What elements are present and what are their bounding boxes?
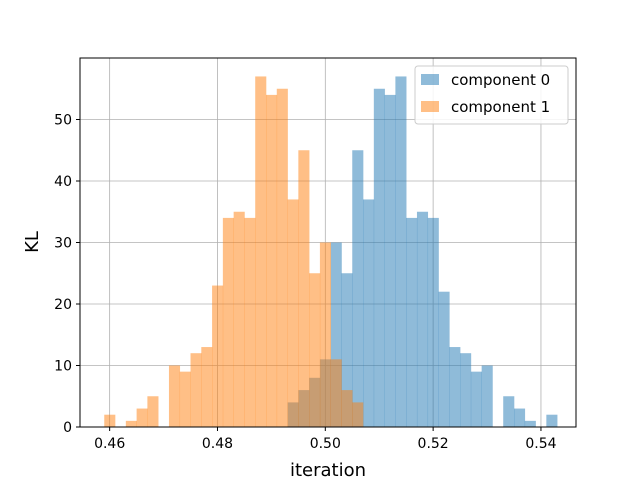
histogram-bar-component-1: [168, 365, 181, 427]
legend-swatch-component-0: [421, 74, 439, 85]
histogram-bar-component-1: [298, 150, 310, 427]
x-tick-label: 0.52: [418, 436, 449, 452]
histogram-bar-component-1: [233, 211, 245, 427]
histogram-bar-component-0: [481, 365, 493, 427]
legend: component 0 component 1: [414, 65, 569, 125]
histogram-bar-component-1: [319, 242, 331, 427]
histogram-bar-component-1: [147, 396, 159, 427]
histogram-bar-component-0: [395, 76, 407, 427]
histogram-bar-component-0: [341, 273, 353, 427]
axis-ticks: 0.46 0.48 0.50 0.52 0.54 0 10 20 30 40 50: [54, 113, 556, 453]
histogram-bar-component-1: [136, 408, 148, 427]
histogram-bar-component-0: [384, 94, 396, 428]
histogram-bar-component-1: [179, 371, 191, 427]
histogram-bar-component-1: [309, 273, 321, 427]
histogram-bar-component-1: [201, 347, 213, 427]
histogram-bar-component-1: [125, 420, 137, 427]
histogram-bar-component-0: [470, 371, 482, 427]
histogram-bar-component-1: [190, 353, 202, 427]
x-tick-label: 0.46: [94, 436, 125, 452]
histogram-bar-component-0: [524, 420, 536, 427]
histogram-bar-component-0: [514, 408, 526, 427]
histogram-bars: [104, 76, 558, 428]
histogram-bar-component-1: [244, 217, 256, 427]
histogram-bar-component-1: [212, 285, 224, 427]
y-tick-label: 30: [54, 236, 72, 252]
y-tick-label: 40: [54, 174, 72, 190]
y-tick-label: 20: [54, 297, 72, 313]
histogram-bar-component-1: [222, 217, 234, 427]
legend-label-component-0: component 0: [451, 71, 550, 89]
histogram-bar-component-0: [460, 353, 472, 427]
histogram-bar-component-0: [406, 217, 418, 427]
legend-label-component-1: component 1: [451, 98, 550, 116]
histogram-bar-component-1: [104, 414, 116, 427]
x-axis-label: iteration: [290, 460, 366, 480]
histogram-bar-component-0: [330, 242, 342, 427]
histogram-bar-component-1: [266, 94, 278, 428]
histogram-bar-component-1: [276, 88, 288, 427]
x-tick-label: 0.54: [525, 436, 556, 452]
histogram-bar-component-0: [427, 217, 439, 427]
histogram-bar-component-0: [546, 414, 558, 427]
legend-swatch-component-1: [421, 101, 439, 112]
histogram-bar-component-1: [255, 76, 267, 427]
histogram-bar-component-1: [341, 390, 353, 427]
x-tick-label: 0.50: [310, 436, 341, 452]
histogram-bar-component-1: [352, 402, 364, 427]
histogram-bar-component-0: [416, 211, 429, 427]
y-tick-label: 0: [63, 420, 72, 436]
histogram-bar-component-0: [352, 150, 364, 427]
histogram-bar-component-1: [287, 199, 299, 427]
y-axis-label: KL: [22, 231, 43, 253]
y-tick-label: 50: [54, 113, 72, 129]
legend-frame: [414, 65, 569, 125]
histogram-bar-component-0: [363, 199, 375, 427]
histogram-bar-component-0: [503, 396, 515, 427]
histogram-bar-component-1: [330, 359, 342, 427]
histogram-bar-component-0: [373, 88, 385, 427]
x-tick-label: 0.48: [202, 436, 233, 452]
histogram-bar-component-0: [449, 347, 461, 427]
y-tick-label: 10: [54, 359, 72, 375]
histogram-bar-component-0: [438, 291, 450, 427]
